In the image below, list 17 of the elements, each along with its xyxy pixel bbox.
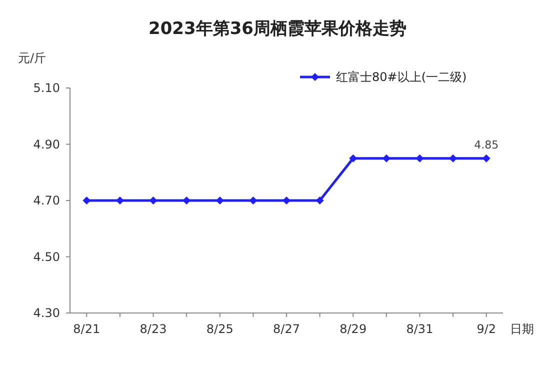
chart-title: 2023年第36周栖霞苹果价格走势 [148, 19, 406, 39]
y-tick-label: 4.90 [33, 137, 60, 152]
x-axis-title: 日期 [510, 322, 534, 336]
y-axis-title: 元/斤 [18, 51, 46, 65]
x-tick-label: 8/23 [140, 322, 167, 336]
y-tick-label: 5.10 [33, 81, 60, 95]
x-tick-label: 8/31 [406, 322, 434, 336]
x-tick-label: 9/2 [476, 322, 496, 336]
data-label: 4.85 [474, 138, 499, 152]
x-tick-label: 8/21 [73, 322, 100, 336]
x-tick-label: 8/27 [273, 322, 300, 336]
x-tick-label: 8/29 [340, 322, 367, 336]
legend-label: 红富士80#以上(一二级) [336, 70, 467, 84]
y-tick-label: 4.70 [33, 194, 60, 208]
x-tick-label: 8/25 [206, 322, 234, 336]
y-tick-label: 4.30 [33, 306, 60, 320]
y-tick-label: 4.50 [33, 250, 60, 264]
